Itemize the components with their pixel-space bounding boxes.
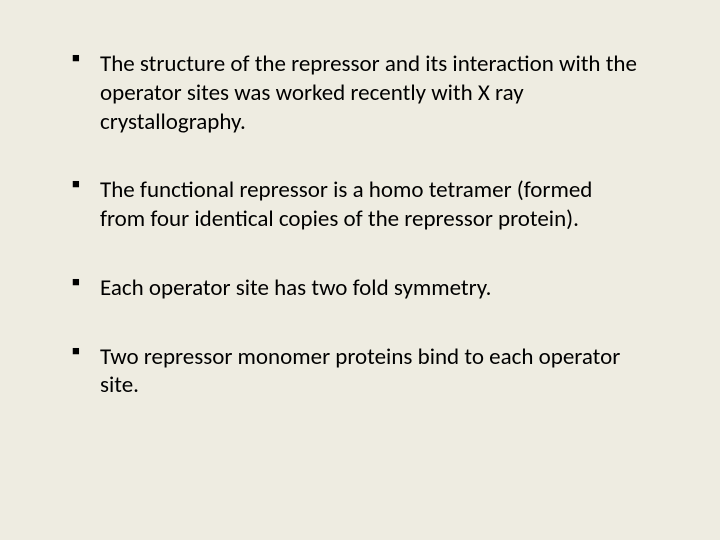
list-item: Two repressor monomer proteins bind to e… <box>70 343 640 401</box>
bullet-text: Each operator site has two fold symmetry… <box>100 274 491 302</box>
list-item: The structure of the repressor and its i… <box>70 50 640 136</box>
bullet-text: The functional repressor is a homo tetra… <box>100 176 592 233</box>
slide-container: The structure of the repressor and its i… <box>0 0 720 540</box>
list-item: The functional repressor is a homo tetra… <box>70 176 640 234</box>
list-item: Each operator site has two fold symmetry… <box>70 274 640 303</box>
bullet-list: The structure of the repressor and its i… <box>70 50 640 400</box>
bullet-text: The structure of the repressor and its i… <box>100 50 637 136</box>
bullet-text: Two repressor monomer proteins bind to e… <box>100 343 620 400</box>
